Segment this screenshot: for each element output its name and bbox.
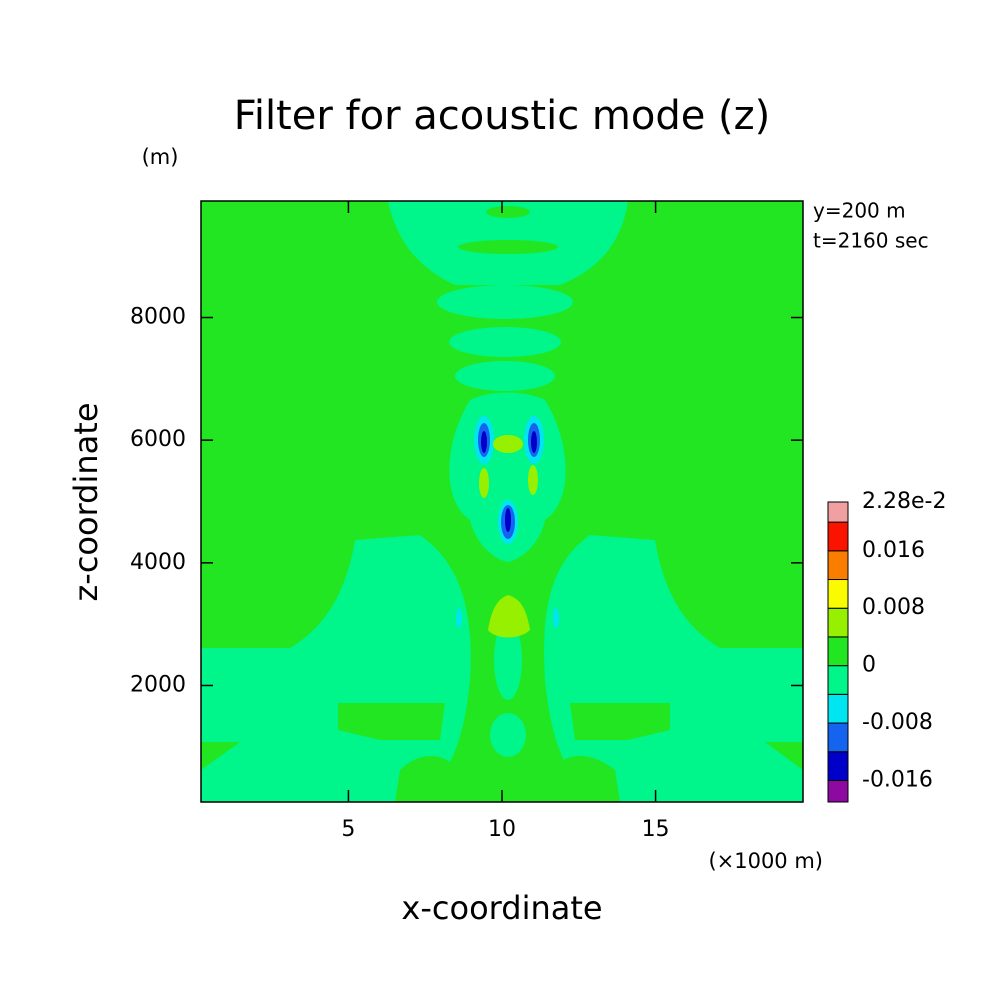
colorbar-box [827,722,849,753]
y-tick-label: 8000 [130,305,186,330]
colorbar-box [827,579,849,609]
colorbar-label: -0.008 [862,710,933,735]
x-tick-label: 15 [642,817,670,842]
colorbar-label: 0 [862,653,876,678]
contour-region [458,240,558,254]
contour-region [490,713,526,757]
contour-region [528,465,538,495]
colorbar-label: 0.008 [862,595,925,620]
contour-region [338,703,445,740]
y-axis-label: z-coordinate [67,402,105,601]
contour-region [494,620,522,700]
contour-region [553,608,559,628]
contour-region [395,756,470,802]
contour-region [201,742,240,770]
colorbar-box [827,521,849,552]
annotation: y=200 m [813,199,906,223]
x-tick-label: 10 [488,817,516,842]
colorbar-label: 0.016 [862,538,925,563]
contour-region [531,431,537,453]
contour-region [505,508,511,532]
contour-region [481,431,487,453]
colorbar-box [827,751,849,781]
colorbar-box [827,779,849,803]
contour-region [488,595,530,638]
colorbar-box [827,665,849,695]
chart-title: Filter for acoustic mode (z) [234,93,771,139]
y-unit: (m) [142,145,179,169]
contour-region [449,327,561,357]
colorbar-box [827,693,849,724]
annotation: t=2160 sec [813,229,929,253]
contour-region [479,468,489,498]
contour-region [455,361,555,391]
contour-region [493,435,523,453]
contour-region [540,756,620,802]
contour-region [765,742,803,770]
y-tick-label: 6000 [130,427,186,452]
colorbar-box [827,550,849,581]
contour-region [437,285,573,319]
colorbar-box [827,607,849,638]
x-unit: (×1000 m) [708,849,823,873]
contour-region [486,206,530,218]
field [201,201,803,802]
x-tick-label: 5 [341,817,355,842]
y-tick-label: 2000 [130,672,186,697]
colorbar-box [827,501,849,523]
colorbar-label: 2.28e-2 [862,489,946,514]
colorbar-box [827,636,849,667]
x-axis-label: x-coordinate [401,889,602,927]
contour-region [456,608,462,628]
y-tick-label: 4000 [130,550,186,575]
colorbar-label: -0.016 [862,767,933,792]
contour-region [570,703,670,740]
